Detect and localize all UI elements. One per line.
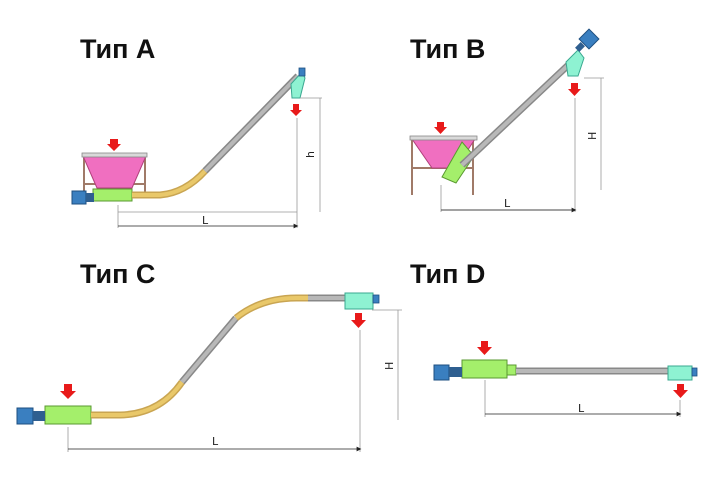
type-a-outlet-arrow <box>290 104 302 116</box>
type-a-title: Тип A <box>80 34 156 64</box>
type-a-height-label: h <box>304 151 317 158</box>
type-c-outlet-arrow <box>351 313 366 328</box>
type-c-inlet-arrow <box>60 384 76 399</box>
type-b-discharge <box>565 49 585 77</box>
type-b-height-label: H <box>586 132 599 140</box>
type-d-outlet-arrow <box>673 384 688 398</box>
type-a-motor <box>71 190 94 205</box>
type-d-conveyor: L <box>433 341 698 417</box>
type-c-discharge <box>344 292 374 310</box>
type-c-height-label: H <box>383 362 396 370</box>
type-b-motor <box>575 28 600 52</box>
type-a-inlet-arrow <box>107 139 121 151</box>
type-d-inlet-arrow <box>477 341 492 355</box>
type-d-discharge <box>667 365 693 381</box>
type-c-title: Тип C <box>80 259 156 289</box>
type-a-conveyor: L h <box>71 67 322 229</box>
type-d-title: Тип D <box>410 259 486 289</box>
type-a-hopper-rim <box>81 152 148 158</box>
type-d-length-label: L <box>578 402 585 415</box>
type-c-conveyor: L H <box>16 292 402 452</box>
type-b-inlet-arrow <box>434 122 447 134</box>
type-b-conveyor: L H <box>409 28 604 213</box>
type-d-motor <box>433 364 462 381</box>
type-b-length-label: L <box>504 197 511 210</box>
type-b-hopper-rim <box>409 135 478 141</box>
type-c-length-label: L <box>212 435 219 448</box>
type-b-feed-section <box>441 141 475 184</box>
type-c-feed-section <box>44 405 92 425</box>
type-b-outlet-arrow <box>568 83 581 96</box>
type-a-length-label: L <box>202 214 209 227</box>
type-c-motor <box>16 407 45 425</box>
type-d-feed-section <box>461 359 508 379</box>
type-b-title: Тип B <box>410 34 486 64</box>
type-a-feed-section <box>92 188 133 202</box>
